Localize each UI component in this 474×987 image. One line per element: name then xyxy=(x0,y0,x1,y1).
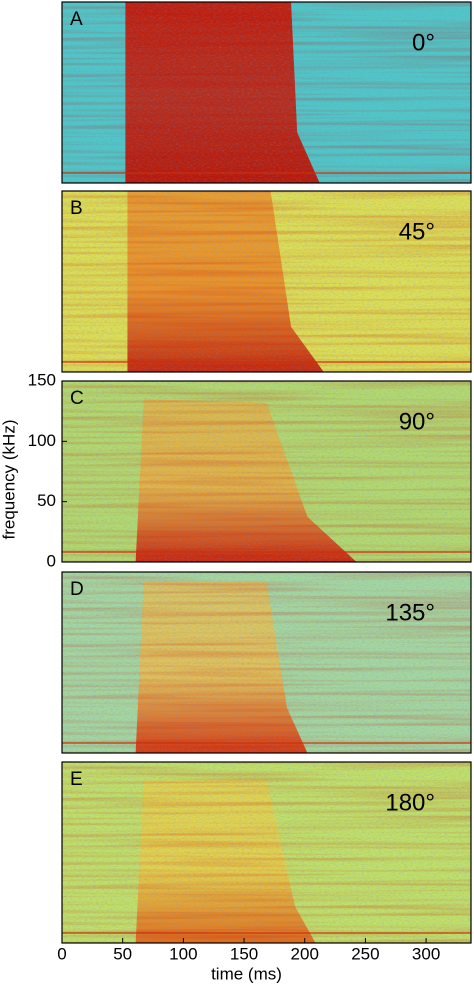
spectrogram-streaks xyxy=(62,572,471,753)
spectrogram-streaks xyxy=(62,381,471,562)
panel-frame xyxy=(61,380,472,563)
angle-annotation: 180° xyxy=(385,789,435,816)
panel: A 0° xyxy=(61,1,472,184)
x-tick-label: 300 xyxy=(412,944,440,963)
x-tick-label: 100 xyxy=(169,944,197,963)
y-axis-label: frequency (kHz) xyxy=(0,420,18,540)
panel-label: C xyxy=(70,388,84,409)
angle-annotation: 0° xyxy=(412,29,435,56)
angle-annotation: 45° xyxy=(399,218,435,245)
x-axis-label: time (ms) xyxy=(211,964,282,983)
panel-label: E xyxy=(70,769,83,790)
x-tick-label: 50 xyxy=(113,944,132,963)
panel: E 180° 0 50 100 150 200 250 300 time (ms) xyxy=(57,761,472,983)
spectrogram-streaks xyxy=(62,191,471,372)
spectrogram-streaks xyxy=(62,762,471,943)
y-tick-label: 150 xyxy=(28,370,56,389)
x-tick-label: 200 xyxy=(291,944,319,963)
x-tick-label: 250 xyxy=(351,944,379,963)
y-tick-label: 50 xyxy=(37,491,56,510)
y-tick-label: 100 xyxy=(28,431,56,450)
panel: B 45° xyxy=(61,190,472,373)
panel-label: A xyxy=(70,9,83,30)
x-tick-label: 0 xyxy=(57,944,66,963)
angle-annotation: 90° xyxy=(399,408,435,435)
panel-frame xyxy=(61,761,472,944)
y-tick-label: 0 xyxy=(47,551,56,570)
panel-frame xyxy=(61,190,472,373)
panel: C 90° 0 50 100 150 frequency (kHz) xyxy=(0,370,472,570)
spectrogram-streaks xyxy=(62,2,471,183)
x-tick-label: 150 xyxy=(230,944,258,963)
panel-label: D xyxy=(70,579,84,600)
angle-annotation: 135° xyxy=(385,599,435,626)
panel: D 135° xyxy=(61,571,472,754)
panel-frame xyxy=(61,1,472,184)
panel-frame xyxy=(61,571,472,754)
panel-label: B xyxy=(70,198,83,219)
